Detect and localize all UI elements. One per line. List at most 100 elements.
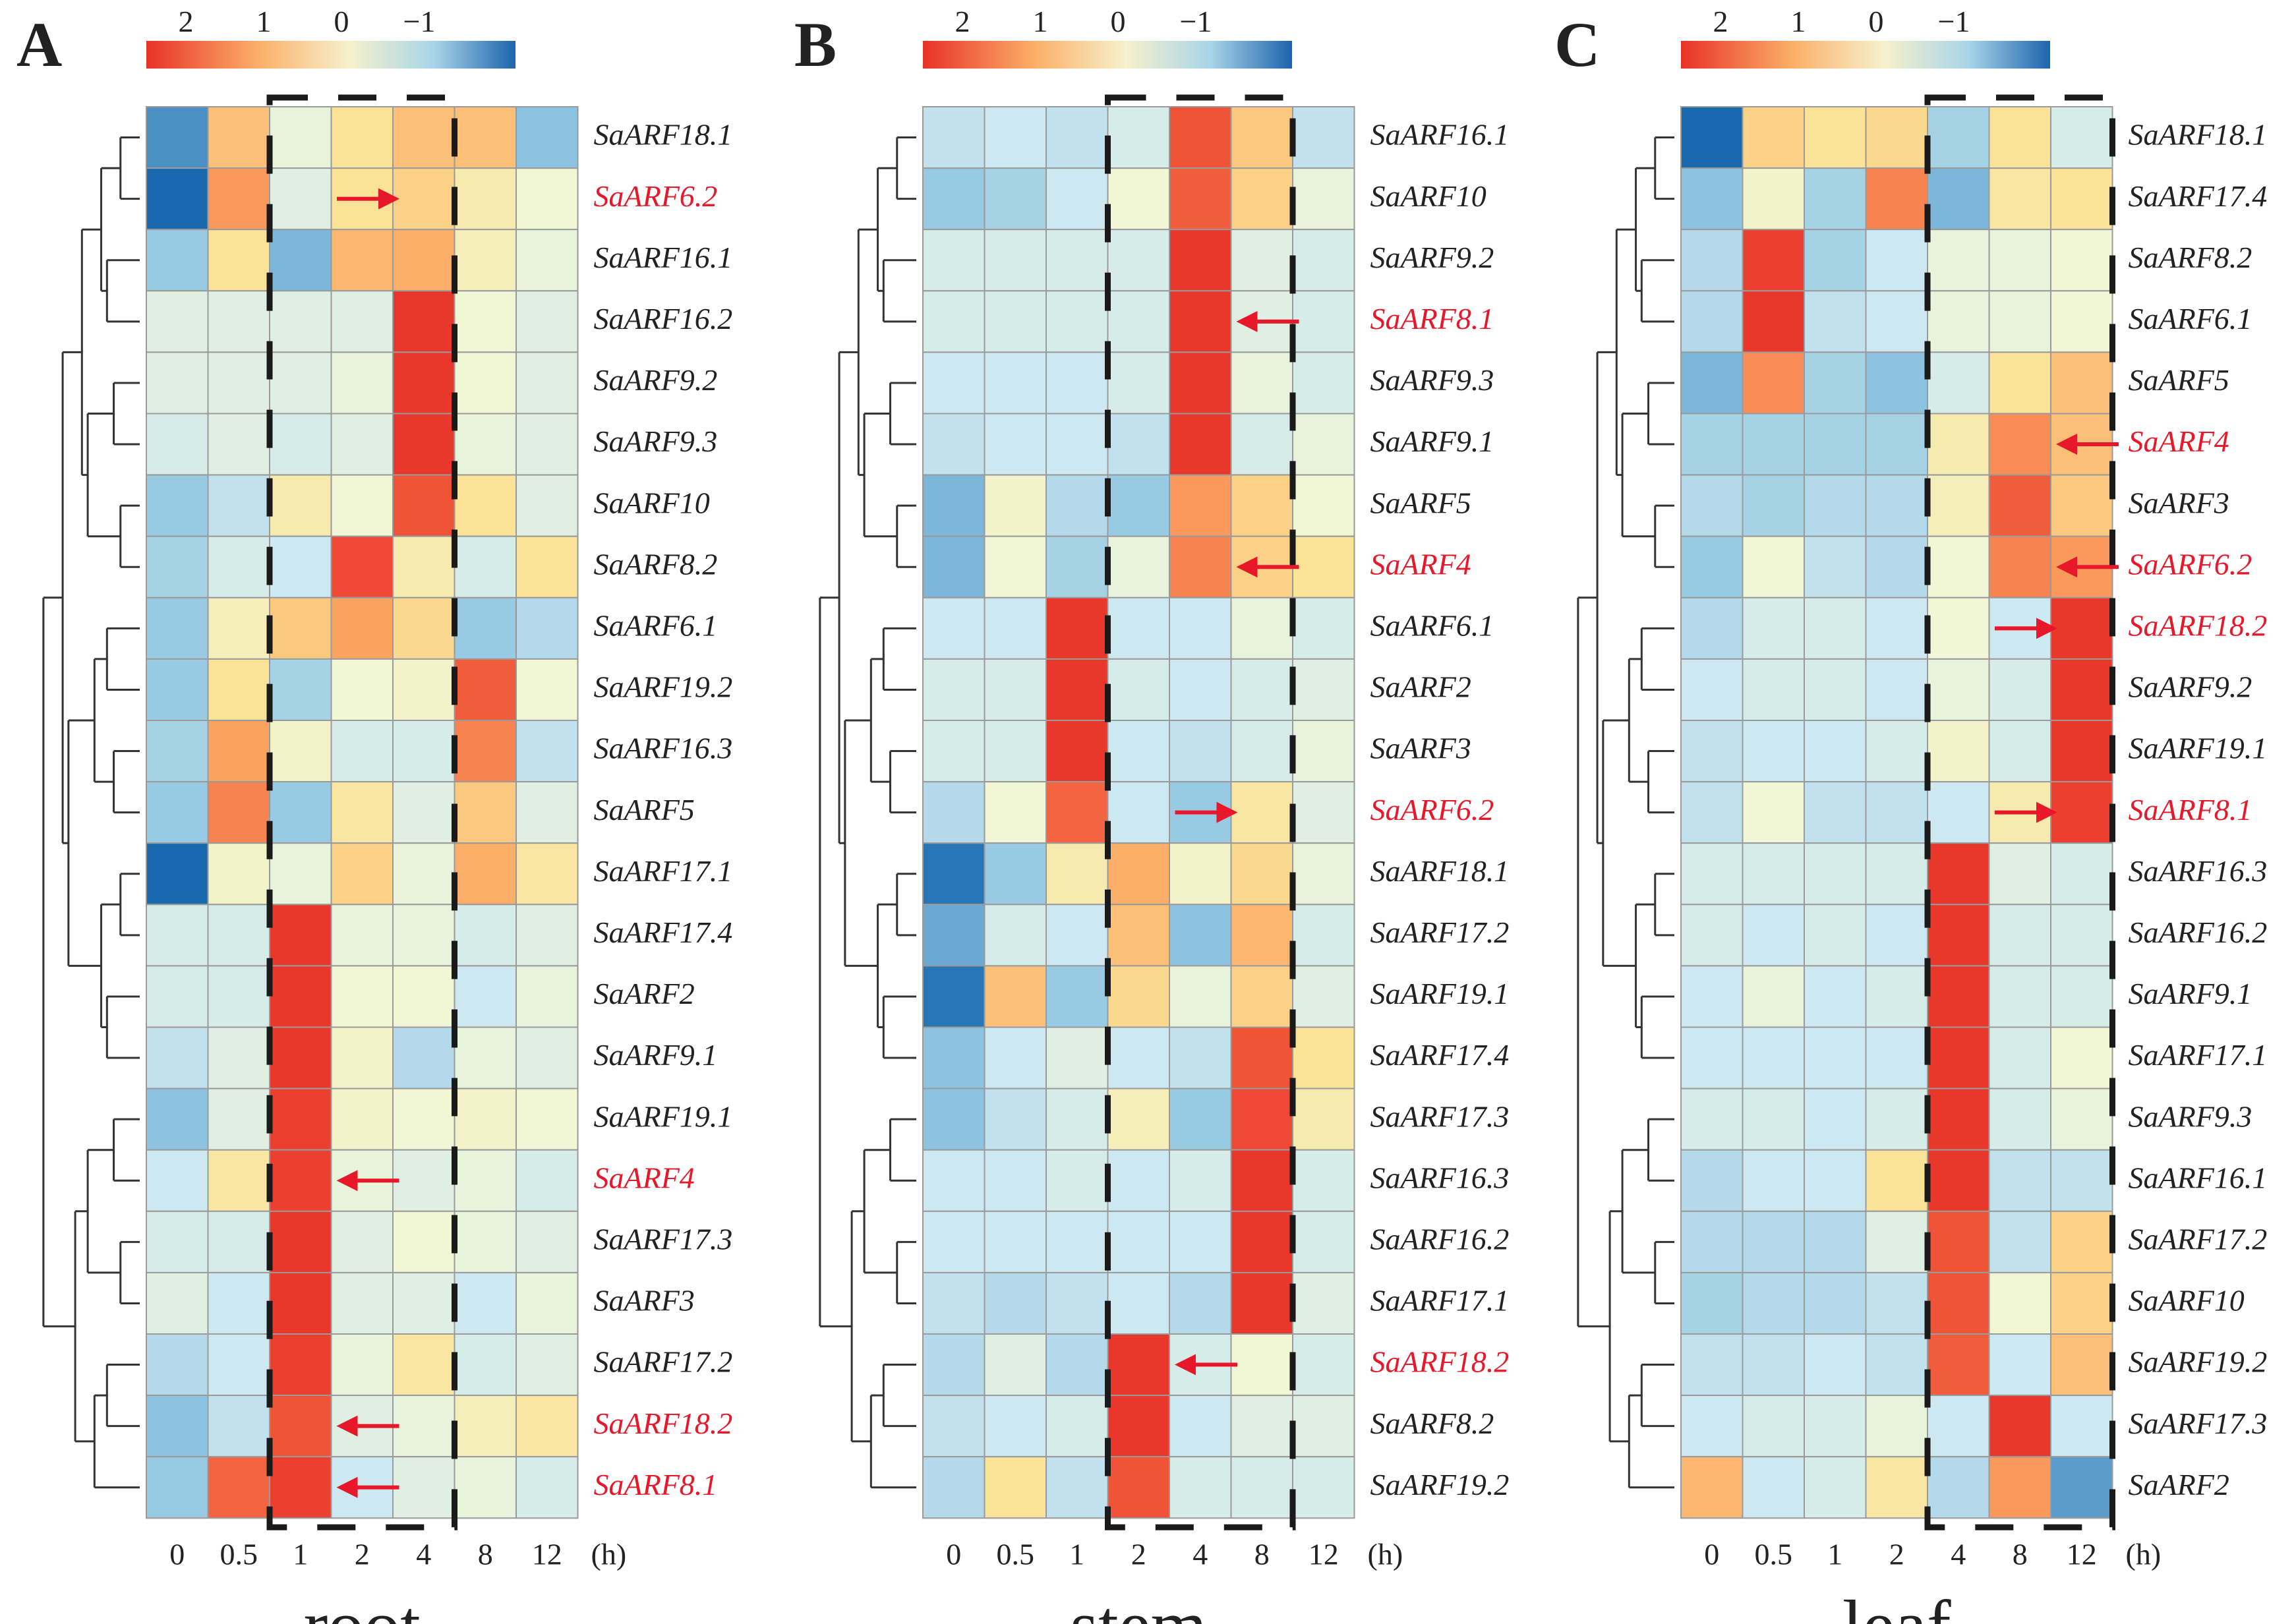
heatmap-cell: [1865, 167, 1928, 231]
heatmap-cell: [392, 965, 456, 1028]
colorbar: [923, 41, 1292, 69]
heatmap-cell: [1865, 229, 1928, 292]
heatmap-cell: [207, 106, 270, 169]
x-tick-label: 1: [293, 1537, 308, 1571]
heatmap-cell: [922, 1456, 986, 1519]
heatmap-cell: [1169, 965, 1232, 1028]
heatmap-cell: [1865, 1026, 1928, 1089]
heatmap-cell: [1045, 229, 1109, 292]
heatmap-cell: [1988, 1395, 2051, 1458]
heatmap-cell: [392, 106, 456, 169]
gene-label: SaARF17.3: [594, 1223, 733, 1256]
heatmap-cell: [2050, 1395, 2113, 1458]
heatmap-cell: [1680, 1210, 1744, 1273]
heatmap-cell: [392, 904, 456, 967]
heatmap-cell: [1045, 106, 1109, 169]
heatmap-cell: [330, 1271, 394, 1335]
gene-label: SaARF6.2: [594, 179, 718, 213]
heatmap-cell: [1107, 781, 1170, 844]
heatmap-cell: [984, 413, 1047, 476]
heatmap-cell: [1292, 781, 1355, 844]
x-unit-label: (h): [2126, 1537, 2162, 1571]
gene-label: SaARF8.1: [1370, 302, 1494, 335]
heatmap-cell: [207, 781, 270, 844]
heatmap-cell: [207, 965, 270, 1028]
x-tick-label: 4: [1192, 1537, 1208, 1571]
heatmap-cell: [922, 106, 986, 169]
heatmap-cell: [1804, 904, 1867, 967]
heatmap-cell: [1804, 658, 1867, 722]
heatmap-cell: [1804, 1271, 1867, 1335]
heatmap-cell: [1865, 474, 1928, 537]
heatmap-cell: [984, 965, 1047, 1028]
heatmap-cell: [922, 904, 986, 967]
heatmap-cell: [1230, 596, 1293, 660]
x-tick-label: 2: [1131, 1537, 1146, 1571]
heatmap-cell: [1169, 106, 1232, 169]
gene-label: SaARF16.1: [1370, 118, 1510, 152]
heatmap-cell: [1169, 351, 1232, 415]
heatmap-cell: [1865, 781, 1928, 844]
heatmap-cell: [330, 596, 394, 660]
heatmap-cell: [1927, 720, 1990, 783]
heatmap-cell: [146, 1333, 209, 1397]
heatmap-cell: [1045, 474, 1109, 537]
gene-label: SaARF19.1: [594, 1099, 733, 1133]
heatmap-cell: [515, 351, 579, 415]
heatmap-cell: [1804, 413, 1867, 476]
heatmap-cell: [269, 229, 332, 292]
heatmap-cell: [454, 1088, 517, 1151]
heatmap-cell: [207, 658, 270, 722]
heatmap-cell: [392, 842, 456, 906]
heatmap-cell: [1804, 1149, 1867, 1212]
heatmap-cell: [1107, 965, 1170, 1028]
heatmap-cell: [1927, 842, 1990, 906]
heatmap-cell: [454, 229, 517, 292]
heatmap-cell: [922, 474, 986, 537]
heatmap-cell: [454, 1456, 517, 1519]
heatmap-cell: [1169, 842, 1232, 906]
heatmap-cell: [1680, 106, 1744, 169]
heatmap-cell: [1169, 1210, 1232, 1273]
heatmap-cell: [1742, 1456, 1805, 1519]
heatmap-cell: [1742, 1395, 1805, 1458]
heatmap-cell: [515, 1026, 579, 1089]
heatmap-cell: [922, 535, 986, 598]
heatmap-cell: [1680, 351, 1744, 415]
heatmap-cell: [922, 965, 986, 1028]
heatmap-cell: [1107, 658, 1170, 722]
gene-label: SaARF17.4: [594, 915, 733, 949]
heatmap-cell: [1107, 904, 1170, 967]
heatmap-cell: [1107, 167, 1170, 231]
dendrogram: [42, 136, 140, 1489]
heatmap-cell: [1988, 1149, 2051, 1212]
heatmap-cell: [207, 535, 270, 598]
heatmap-cell: [392, 1395, 456, 1458]
gene-label: SaARF17.4: [2129, 179, 2268, 213]
heatmap-cell: [984, 229, 1047, 292]
heatmap-cell: [984, 1088, 1047, 1151]
heatmap-cell: [207, 1271, 270, 1335]
heatmap-cell: [1804, 474, 1867, 537]
heatmap-cell: [1680, 1333, 1744, 1397]
highlight-box: [266, 94, 457, 1530]
heatmap-cell: [146, 842, 209, 906]
heatmap-cell: [392, 1456, 456, 1519]
panel-a: A 2 1 0 −1 SaARF18.1 SaARF6.2 SaARF16.1 SaARF16.…: [16, 5, 732, 1624]
heatmap-cell: [1865, 1088, 1928, 1151]
gene-label: SaARF18.1: [594, 118, 733, 152]
heatmap-cell: [1680, 842, 1744, 906]
heatmap-cell: [1804, 781, 1867, 844]
colorbar-tick: 1: [256, 5, 272, 38]
x-tick-label: 0: [169, 1537, 185, 1571]
heatmap-cell: [1230, 229, 1293, 292]
gene-label: SaARF16.1: [2129, 1161, 2268, 1194]
heatmap-cell: [1292, 474, 1355, 537]
gene-label: SaARF6.1: [594, 609, 718, 643]
colorbar: [1681, 41, 2050, 69]
heatmap-cell: [2050, 965, 2113, 1028]
heatmap-cell: [1988, 1271, 2051, 1335]
heatmap-cell: [1680, 474, 1744, 537]
heatmap-cell: [207, 167, 270, 231]
heatmap-cell: [922, 720, 986, 783]
